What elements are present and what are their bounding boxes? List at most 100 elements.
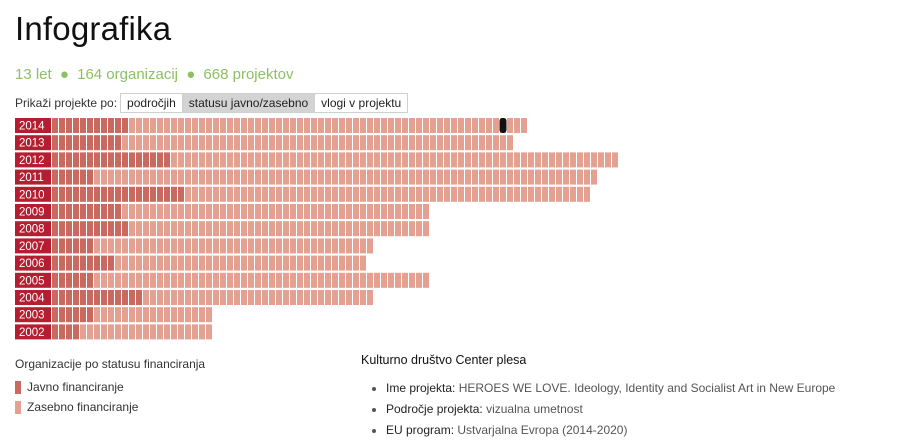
project-cell-private[interactable] <box>164 221 170 237</box>
project-cell-private[interactable] <box>283 221 289 237</box>
project-cell-private[interactable] <box>171 221 177 237</box>
project-cell-private[interactable] <box>416 204 422 219</box>
project-cell-private[interactable] <box>276 204 282 219</box>
project-cell-public[interactable] <box>94 255 100 271</box>
project-cell-private[interactable] <box>269 152 275 168</box>
project-cell-private[interactable] <box>227 290 233 305</box>
project-cell-private[interactable] <box>500 135 506 151</box>
project-cell-private[interactable] <box>465 186 471 202</box>
project-cell-public[interactable] <box>94 204 100 219</box>
project-cell-private[interactable] <box>283 204 289 219</box>
project-cell-private[interactable] <box>185 255 191 271</box>
project-cell-private[interactable] <box>360 255 366 271</box>
project-cell-public[interactable] <box>59 204 65 219</box>
project-cell-private[interactable] <box>241 118 247 133</box>
project-cell-private[interactable] <box>206 118 212 133</box>
project-cell-private[interactable] <box>171 238 177 254</box>
project-cell-private[interactable] <box>388 272 394 288</box>
project-cell-private[interactable] <box>465 169 471 185</box>
project-cell-private[interactable] <box>451 152 457 168</box>
project-cell-private[interactable] <box>339 152 345 168</box>
project-cell-private[interactable] <box>290 135 296 151</box>
project-cell-public[interactable] <box>87 169 93 185</box>
project-cell-private[interactable] <box>220 186 226 202</box>
project-cell-public[interactable] <box>108 135 114 151</box>
project-cell-private[interactable] <box>157 255 163 271</box>
project-cell-private[interactable] <box>192 221 198 237</box>
project-cell-private[interactable] <box>276 186 282 202</box>
project-cell-private[interactable] <box>143 272 149 288</box>
project-cell-private[interactable] <box>353 152 359 168</box>
project-cell-public[interactable] <box>87 272 93 288</box>
project-cell-private[interactable] <box>157 204 163 219</box>
project-cell-private[interactable] <box>458 135 464 151</box>
project-cell-private[interactable] <box>178 290 184 305</box>
project-cell-private[interactable] <box>178 307 184 323</box>
project-cell-private[interactable] <box>290 238 296 254</box>
project-cell-public[interactable] <box>52 272 58 288</box>
project-cell-private[interactable] <box>486 135 492 151</box>
project-cell-private[interactable] <box>143 238 149 254</box>
project-cell-public[interactable] <box>52 307 58 323</box>
project-cell-private[interactable] <box>486 186 492 202</box>
project-cell-private[interactable] <box>255 118 261 133</box>
project-cell-private[interactable] <box>409 221 415 237</box>
project-cell-private[interactable] <box>458 152 464 168</box>
project-cell-private[interactable] <box>129 135 135 151</box>
project-cell-private[interactable] <box>556 169 562 185</box>
project-cell-private[interactable] <box>178 169 184 185</box>
project-cell-private[interactable] <box>283 290 289 305</box>
project-cell-private[interactable] <box>416 272 422 288</box>
project-cell-private[interactable] <box>346 152 352 168</box>
project-cell-private[interactable] <box>220 152 226 168</box>
project-cell-private[interactable] <box>178 255 184 271</box>
project-cell-private[interactable] <box>360 221 366 237</box>
project-cell-private[interactable] <box>248 152 254 168</box>
project-cell-private[interactable] <box>136 135 142 151</box>
project-cell-private[interactable] <box>136 221 142 237</box>
project-cell-private[interactable] <box>472 152 478 168</box>
project-cell-private[interactable] <box>409 152 415 168</box>
project-cell-private[interactable] <box>598 152 604 168</box>
project-cell-private[interactable] <box>199 221 205 237</box>
project-cell-private[interactable] <box>311 204 317 219</box>
project-cell-private[interactable] <box>122 204 128 219</box>
project-cell-private[interactable] <box>192 238 198 254</box>
project-cell-public[interactable] <box>59 221 65 237</box>
project-cell-private[interactable] <box>171 169 177 185</box>
project-cell-private[interactable] <box>213 135 219 151</box>
project-cell-private[interactable] <box>213 255 219 271</box>
project-cell-private[interactable] <box>416 152 422 168</box>
project-cell-private[interactable] <box>150 135 156 151</box>
project-cell-private[interactable] <box>227 255 233 271</box>
project-cell-private[interactable] <box>339 255 345 271</box>
project-cell-private[interactable] <box>164 272 170 288</box>
project-cell-public[interactable] <box>108 221 114 237</box>
project-cell-private[interactable] <box>101 169 107 185</box>
project-cell-private[interactable] <box>262 204 268 219</box>
project-cell-private[interactable] <box>206 324 212 340</box>
project-cell-private[interactable] <box>577 186 583 202</box>
project-cell-private[interactable] <box>178 118 184 133</box>
project-cell-public[interactable] <box>52 118 58 133</box>
project-cell-private[interactable] <box>178 238 184 254</box>
project-cell-private[interactable] <box>178 272 184 288</box>
project-cell-public[interactable] <box>80 221 86 237</box>
project-cell-public[interactable] <box>66 135 72 151</box>
project-cell-private[interactable] <box>402 221 408 237</box>
project-cell-private[interactable] <box>213 152 219 168</box>
project-cell-private[interactable] <box>241 135 247 151</box>
project-cell-public[interactable] <box>66 255 72 271</box>
project-cell-private[interactable] <box>493 118 499 133</box>
project-cell-private[interactable] <box>248 255 254 271</box>
project-cell-public[interactable] <box>143 152 149 168</box>
project-cell-private[interactable] <box>332 221 338 237</box>
project-cell-private[interactable] <box>269 290 275 305</box>
project-cell-public[interactable] <box>164 152 170 168</box>
project-cell-private[interactable] <box>304 272 310 288</box>
project-cell-private[interactable] <box>94 272 100 288</box>
project-cell-private[interactable] <box>115 272 121 288</box>
project-cell-private[interactable] <box>248 238 254 254</box>
project-cell-private[interactable] <box>528 169 534 185</box>
project-cell-private[interactable] <box>437 169 443 185</box>
